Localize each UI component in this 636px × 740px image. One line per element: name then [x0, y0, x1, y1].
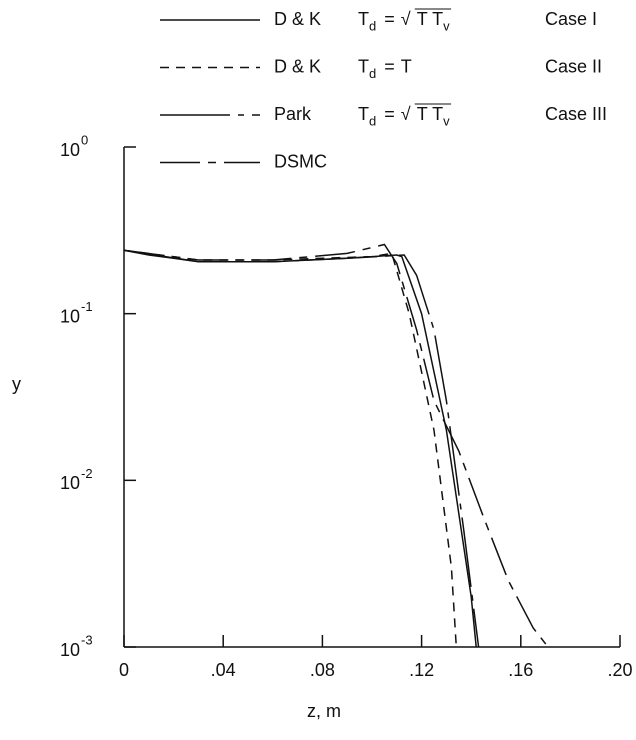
legend-case: Case I: [545, 9, 597, 29]
legend-formula: T: [358, 9, 369, 29]
legend-case: Case II: [545, 56, 602, 76]
legend-formula: √: [401, 9, 411, 29]
legend-formula: v: [443, 18, 450, 33]
x-axis-label: z, m: [307, 701, 341, 721]
x-tick-label: .04: [211, 660, 236, 680]
series-line: [123, 249, 480, 648]
x-tick-label: 0: [119, 660, 129, 680]
x-tick-label: .08: [310, 660, 335, 680]
legend-formula: √: [401, 104, 411, 124]
legend-label: Park: [274, 104, 312, 124]
y-tick-exponent: 0: [81, 132, 88, 147]
y-tick-exponent: -1: [81, 299, 93, 314]
legend-formula: T: [358, 56, 369, 76]
y-tick-exponent: -2: [81, 466, 93, 481]
y-tick-label: 10: [60, 140, 80, 160]
y-tick-label: 10: [60, 473, 80, 493]
legend-formula: T T: [417, 9, 443, 29]
legend-formula: =: [384, 56, 395, 76]
legend-formula: d: [369, 113, 376, 128]
x-tick-label: .16: [508, 660, 533, 680]
legend-formula: T: [358, 104, 369, 124]
series-line: [123, 243, 549, 648]
x-tick-label: .20: [607, 660, 632, 680]
legend-case: Case III: [545, 104, 607, 124]
y-axis-label: y: [12, 374, 21, 394]
legend-formula: T: [401, 56, 412, 76]
series-line: [123, 249, 477, 648]
legend-formula: T T: [417, 104, 443, 124]
legend-label: D & K: [274, 56, 321, 76]
y-tick-label: 10: [60, 306, 80, 326]
legend-formula: =: [384, 104, 395, 124]
legend-formula: d: [369, 66, 376, 81]
legend-label: D & K: [274, 9, 321, 29]
legend-formula: v: [443, 113, 450, 128]
legend-formula: =: [384, 9, 395, 29]
y-tick-label: 10: [60, 640, 80, 660]
legend-formula: d: [369, 18, 376, 33]
legend-label: DSMC: [274, 151, 327, 171]
y-tick-exponent: -3: [81, 632, 93, 647]
series-line: [123, 249, 458, 648]
x-tick-label: .12: [409, 660, 434, 680]
